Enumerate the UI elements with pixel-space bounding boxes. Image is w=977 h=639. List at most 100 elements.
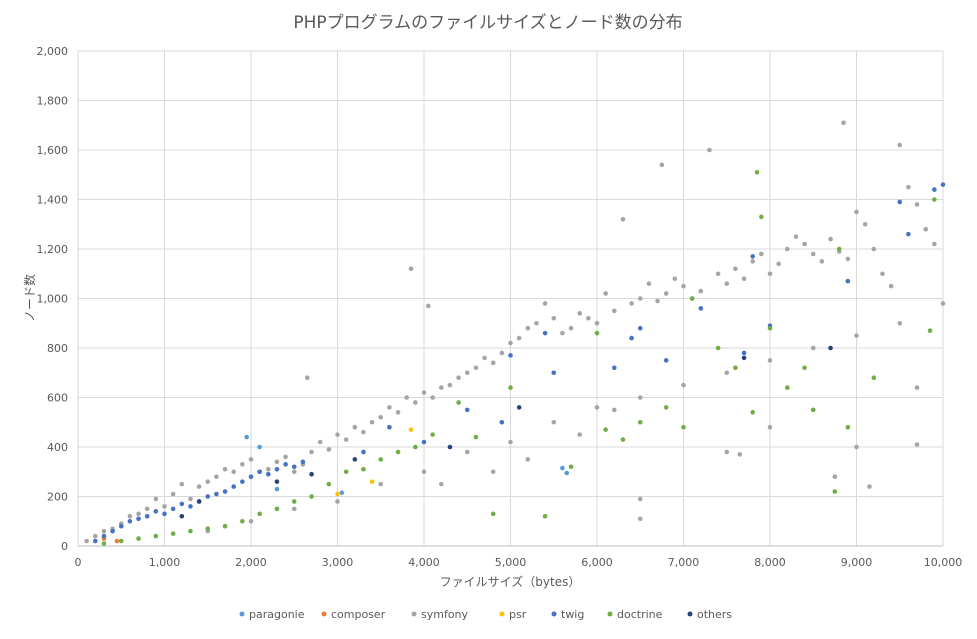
data-point-doctrine — [810, 407, 816, 413]
data-point-symfony — [240, 462, 245, 467]
data-point-doctrine — [767, 325, 773, 331]
data-point-symfony — [854, 333, 859, 338]
data-point-twig — [663, 358, 669, 363]
legend-item-symfony: symfony — [411, 608, 469, 621]
data-point-symfony — [291, 506, 297, 512]
data-point-symfony — [179, 481, 185, 487]
data-point-symfony — [170, 491, 176, 497]
series-psr — [335, 427, 414, 497]
data-point-twig — [144, 514, 150, 519]
data-point-twig — [698, 306, 704, 311]
data-point-symfony — [568, 325, 574, 331]
data-point-doctrine — [733, 365, 738, 371]
data-point-symfony — [594, 320, 600, 326]
data-point-others — [447, 444, 453, 450]
data-point-doctrine — [473, 434, 479, 440]
data-point-symfony — [914, 385, 920, 390]
data-point-doctrine — [291, 499, 297, 504]
x-tick-label: 4,000 — [408, 556, 440, 569]
y-tick-label: 600 — [47, 392, 68, 405]
legend-item-doctrine: doctrine — [607, 608, 663, 621]
data-point-twig — [266, 471, 271, 477]
data-point-symfony — [828, 236, 833, 242]
data-point-twig — [629, 335, 634, 341]
data-point-psr — [369, 479, 375, 484]
data-point-twig — [274, 466, 280, 472]
data-point-doctrine — [456, 400, 461, 405]
data-point-symfony — [162, 504, 167, 509]
data-point-doctrine — [188, 528, 193, 534]
data-point-twig — [300, 459, 306, 465]
data-point-symfony — [715, 271, 721, 277]
data-point-symfony — [897, 320, 903, 326]
data-point-twig — [93, 538, 98, 544]
data-point-doctrine — [594, 330, 600, 336]
y-axis-ticks: 0 200 400 600 800 1,000 1,200 1,400 1,600 1,800 2,… — [37, 45, 69, 553]
data-point-symfony — [283, 454, 288, 460]
data-point-symfony — [560, 330, 565, 336]
data-point-symfony — [759, 251, 764, 257]
series-doctrine — [101, 169, 937, 546]
data-point-symfony — [785, 246, 790, 252]
data-point-symfony — [464, 449, 470, 455]
data-point-symfony — [612, 308, 617, 314]
data-point-symfony — [490, 360, 496, 366]
data-point-symfony — [681, 382, 686, 388]
data-point-symfony — [482, 355, 487, 361]
data-point-paragonie — [560, 465, 565, 471]
data-point-symfony — [430, 395, 435, 400]
data-point-twig — [291, 464, 297, 470]
data-point-doctrine — [802, 365, 807, 371]
legend-marker — [411, 611, 417, 617]
data-point-symfony — [854, 209, 859, 215]
data-point-doctrine — [508, 385, 513, 390]
data-point-symfony — [361, 429, 366, 435]
data-point-twig — [231, 484, 236, 489]
data-point-doctrine — [395, 449, 401, 455]
legend-label: doctrine — [617, 608, 663, 621]
data-point-symfony — [741, 276, 747, 282]
data-point-twig — [741, 350, 747, 356]
data-point-twig — [248, 474, 254, 480]
data-point-symfony — [880, 271, 885, 277]
data-point-doctrine — [274, 506, 280, 512]
data-point-symfony — [737, 452, 743, 457]
data-point-twig — [170, 506, 176, 512]
series-symfony — [84, 120, 946, 544]
x-tick-label: 2,000 — [235, 556, 267, 569]
data-point-paragonie — [274, 486, 280, 492]
data-point-symfony — [655, 298, 660, 304]
data-point-symfony — [127, 514, 133, 519]
data-point-symfony — [93, 533, 98, 539]
data-point-doctrine — [663, 405, 669, 410]
data-point-symfony — [222, 466, 228, 472]
data-point-twig — [361, 449, 366, 455]
data-point-symfony — [767, 424, 773, 430]
data-point-symfony — [352, 424, 358, 430]
data-point-symfony — [335, 432, 340, 437]
data-point-symfony — [845, 256, 851, 262]
data-point-symfony — [378, 415, 384, 420]
data-point-twig — [240, 479, 245, 484]
data-point-doctrine — [378, 457, 384, 462]
data-point-symfony — [819, 259, 825, 264]
data-point-doctrine — [170, 531, 176, 536]
data-point-symfony — [343, 437, 349, 442]
data-point-symfony — [637, 296, 643, 301]
data-point-symfony — [136, 511, 141, 517]
data-point-symfony — [551, 419, 557, 425]
legend-label: paragonie — [249, 608, 305, 621]
x-tick-label: 0 — [75, 556, 82, 569]
data-point-doctrine — [490, 511, 496, 517]
data-point-symfony — [577, 432, 582, 437]
data-point-doctrine — [542, 514, 548, 519]
data-point-doctrine — [101, 541, 107, 546]
data-point-symfony — [629, 301, 634, 306]
data-point-symfony — [439, 481, 444, 487]
data-point-others — [828, 345, 833, 351]
data-point-doctrine — [715, 345, 721, 351]
legend-marker — [499, 611, 505, 617]
data-point-twig — [464, 407, 470, 413]
legend-item-composer: composer — [321, 608, 386, 621]
data-point-symfony — [862, 221, 868, 227]
